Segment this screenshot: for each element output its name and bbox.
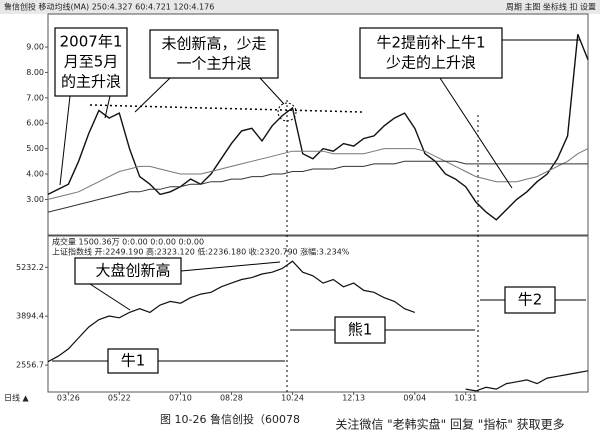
price-line: [47, 34, 589, 221]
annotation-box: [504, 286, 556, 314]
annotation-box: [359, 27, 503, 79]
period-label: 日线 ▲: [4, 393, 30, 403]
annotation: 的主升浪: [61, 73, 121, 91]
x-tick-label: 05.22: [108, 394, 131, 403]
main-panel: [47, 13, 589, 236]
index-line: [47, 260, 589, 392]
x-tick-label: 03.26: [57, 394, 80, 403]
annotation: 未创新高，少走: [161, 35, 266, 53]
annotation-box: [54, 27, 128, 97]
caption: 图 10-26 鲁信创投（60078: [160, 412, 300, 426]
index-panel: [47, 235, 589, 393]
y-tick-label: 5232.2: [16, 263, 44, 272]
annotation: 牛1: [121, 352, 146, 370]
watermark-bg: [300, 410, 600, 441]
annotation: 少走的上升浪: [386, 54, 476, 72]
y-tick-label: 5.00: [26, 144, 44, 153]
resistance-line: [89, 104, 363, 113]
index-label: 上证指数线 开:2249.190 高:2323.120 低:2236.180 收…: [52, 247, 350, 257]
y-tick-label: 9.00: [26, 43, 44, 52]
header-bar: [0, 0, 600, 14]
y-tick-label: 8.00: [26, 68, 44, 77]
moving-average: [47, 160, 588, 213]
menu[interactable]: 周期 主图 坐标线 扣 设置: [506, 2, 596, 12]
highlight: [277, 102, 297, 122]
header: 鲁信创投 移动均线(MA) 250:4.327 60:4.721 120:4.1…: [4, 2, 214, 12]
x-tick-label: 10.24: [281, 394, 304, 403]
x-tick-label: 08.28: [220, 394, 243, 403]
x-tick-label: 12.13: [342, 394, 365, 403]
annotation-box: [107, 348, 159, 374]
moving-average: [47, 148, 589, 200]
arrows: [52, 39, 586, 362]
x-tick-label: 09.04: [403, 394, 426, 403]
annotation-box: [334, 316, 386, 344]
annotation: 2007年1: [60, 33, 123, 51]
annotation: 牛2: [518, 291, 543, 309]
x-tick-label: 07.10: [169, 394, 192, 403]
y-tick-label: 3.00: [26, 195, 44, 204]
annotation: 熊1: [348, 321, 373, 339]
y-tick-label: 6.00: [26, 119, 44, 128]
annotation: 大盘创新高: [95, 262, 170, 280]
annotation: 牛2提前补上牛1: [376, 34, 485, 52]
y-tick-label: 2556.7: [16, 361, 44, 370]
volume-label: 成交量 1500.36万 0:0.00 0:0.00 0:0.00: [52, 237, 204, 247]
y-tick-label: 4.00: [26, 170, 44, 179]
annotation: 一个主升浪: [176, 55, 251, 73]
y-tick-label: 7.00: [26, 93, 44, 102]
annotation-box: [149, 29, 279, 79]
y-tick-label: 3894.4: [16, 312, 44, 321]
x-tick-label: 10.31: [454, 394, 477, 403]
watermark: 关注微信 "老韩实盘" 回复 "指标" 获取更多: [335, 417, 564, 432]
annotation: 月至5月: [64, 53, 119, 71]
